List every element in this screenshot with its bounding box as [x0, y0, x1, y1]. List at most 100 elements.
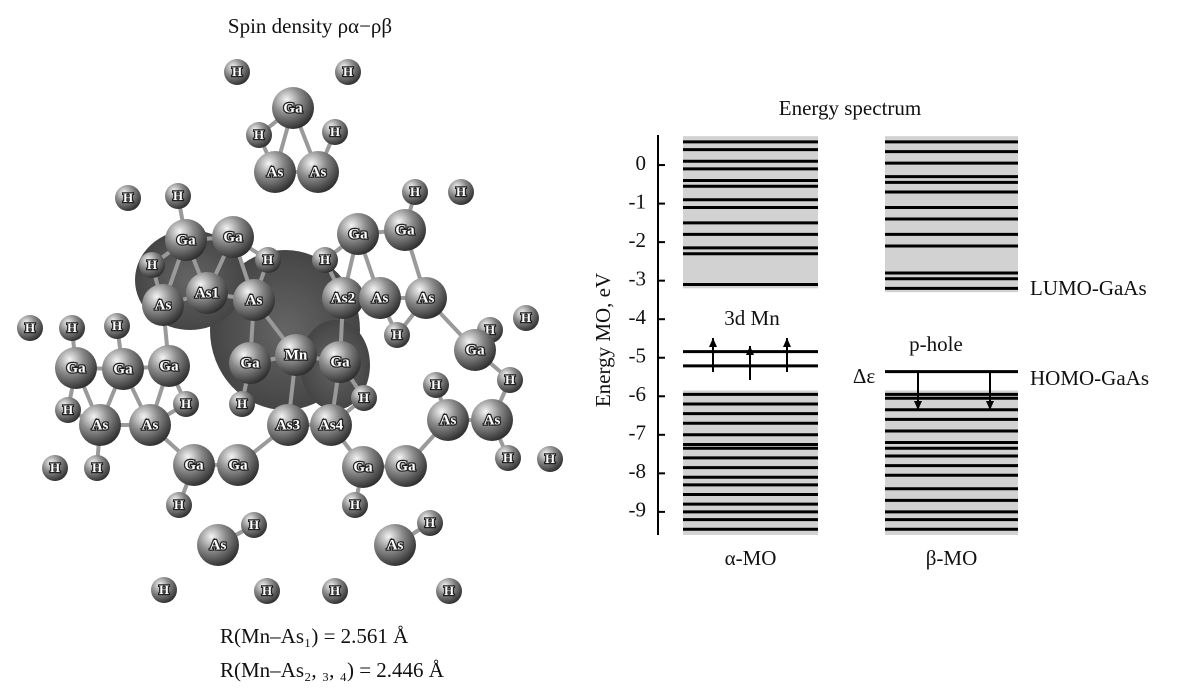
spin-arrow-head: [746, 346, 754, 355]
atom: H: [351, 385, 377, 411]
atom-label: H: [112, 318, 122, 333]
band: [683, 136, 818, 289]
atom-label: H: [330, 583, 340, 598]
atom-sphere: [173, 444, 215, 486]
atom-label: H: [505, 372, 515, 387]
atom: H: [55, 397, 81, 423]
atom-sphere: [385, 445, 427, 487]
y-tick-label: 0: [636, 151, 647, 175]
atom-sphere: [436, 578, 462, 604]
atom: Mn: [275, 334, 317, 376]
spin-title: Spin density ρα−ρβ: [228, 14, 392, 38]
atom-sphere: [104, 313, 130, 339]
atom: Ga: [272, 87, 314, 129]
atom-sphere: [471, 399, 513, 441]
atom-sphere: [513, 305, 539, 331]
y-axis-label: Energy MO, eV: [591, 273, 615, 407]
atom-label: H: [425, 515, 435, 530]
atom-sphere: [454, 329, 496, 371]
atom-label: As: [246, 292, 263, 308]
atom-label: Ga: [395, 222, 415, 238]
atom-label: H: [444, 583, 454, 598]
atom-label: As4: [319, 417, 344, 433]
y-tick-label: -5: [629, 344, 647, 368]
atom-label: Ga: [330, 354, 350, 370]
spin-arrow-head: [709, 338, 717, 347]
atom: As: [471, 399, 513, 441]
atom-label: H: [254, 127, 264, 142]
atom: H: [254, 578, 280, 604]
chart-title: Energy spectrum: [779, 96, 922, 120]
atom: H: [342, 492, 368, 518]
y-tick-label: -1: [629, 189, 647, 213]
atom-label: Ga: [283, 100, 303, 116]
atom: Ga: [385, 445, 427, 487]
atom: As: [297, 151, 339, 193]
atom: H: [423, 372, 449, 398]
atom-sphere: [374, 524, 416, 566]
atom-sphere: [246, 122, 272, 148]
y-tick-label: -4: [629, 305, 647, 329]
atom: H: [417, 510, 443, 536]
atom-label: As: [210, 537, 227, 553]
atom-sphere: [84, 455, 110, 481]
atom-sphere: [229, 391, 255, 417]
atom: Ga: [454, 329, 496, 371]
annotation: HOMO-GaAs: [1030, 366, 1149, 390]
atom-sphere: [165, 183, 191, 209]
atom-sphere: [173, 391, 199, 417]
atom-label: Ga: [353, 459, 373, 475]
atom-label: H: [147, 257, 157, 272]
atom: H: [139, 252, 165, 278]
atom-sphere: [102, 348, 144, 390]
atom: Ga: [319, 341, 361, 383]
atom-sphere: [537, 446, 563, 472]
atom-sphere: [342, 446, 384, 488]
atom: H: [322, 578, 348, 604]
atom-sphere: [233, 279, 275, 321]
atom-sphere: [497, 367, 523, 393]
atom-label: Ga: [228, 457, 248, 473]
atom-label: As3: [276, 417, 300, 433]
atom-sphere: [322, 578, 348, 604]
atom-label: Ga: [396, 458, 416, 474]
atom: H: [537, 446, 563, 472]
atom-label: As2: [331, 290, 355, 306]
atom-label: H: [63, 402, 73, 417]
atom-label: Ga: [240, 355, 260, 371]
atom: H: [448, 179, 474, 205]
atoms: H H Ga H H As As H H H H Ga Ga Ga Ga H H H As1 As2 As As As As H…: [17, 59, 563, 604]
atom-label: H: [262, 583, 272, 598]
atom: Ga: [102, 348, 144, 390]
atom-sphere: [495, 445, 521, 471]
atom-label: H: [263, 252, 273, 267]
atom: As: [129, 404, 171, 446]
atom: As: [254, 151, 296, 193]
atom: H: [104, 313, 130, 339]
atom-sphere: [427, 399, 469, 441]
atom-label: H: [456, 184, 466, 199]
atom-label: H: [359, 390, 369, 405]
atom: H: [17, 315, 43, 341]
atom: Ga: [173, 444, 215, 486]
atom-sphere: [224, 59, 250, 85]
atom-sphere: [254, 151, 296, 193]
y-tick-label: -2: [629, 228, 647, 252]
atom-sphere: [319, 341, 361, 383]
atom: H: [384, 322, 410, 348]
atom: H: [173, 391, 199, 417]
atom-sphere: [129, 404, 171, 446]
spin-arrow-head: [914, 401, 922, 410]
atom-label: Ga: [465, 342, 485, 358]
atom-label: H: [237, 396, 247, 411]
atom: As: [359, 277, 401, 319]
atom: H: [322, 119, 348, 145]
atom-label: As1: [195, 285, 219, 301]
atom-label: H: [410, 184, 420, 199]
atom-label: H: [92, 460, 102, 475]
atom-label: As: [440, 412, 457, 428]
atom-sphere: [405, 277, 447, 319]
atom-sphere: [322, 277, 364, 319]
atom-label: Ga: [348, 226, 368, 242]
